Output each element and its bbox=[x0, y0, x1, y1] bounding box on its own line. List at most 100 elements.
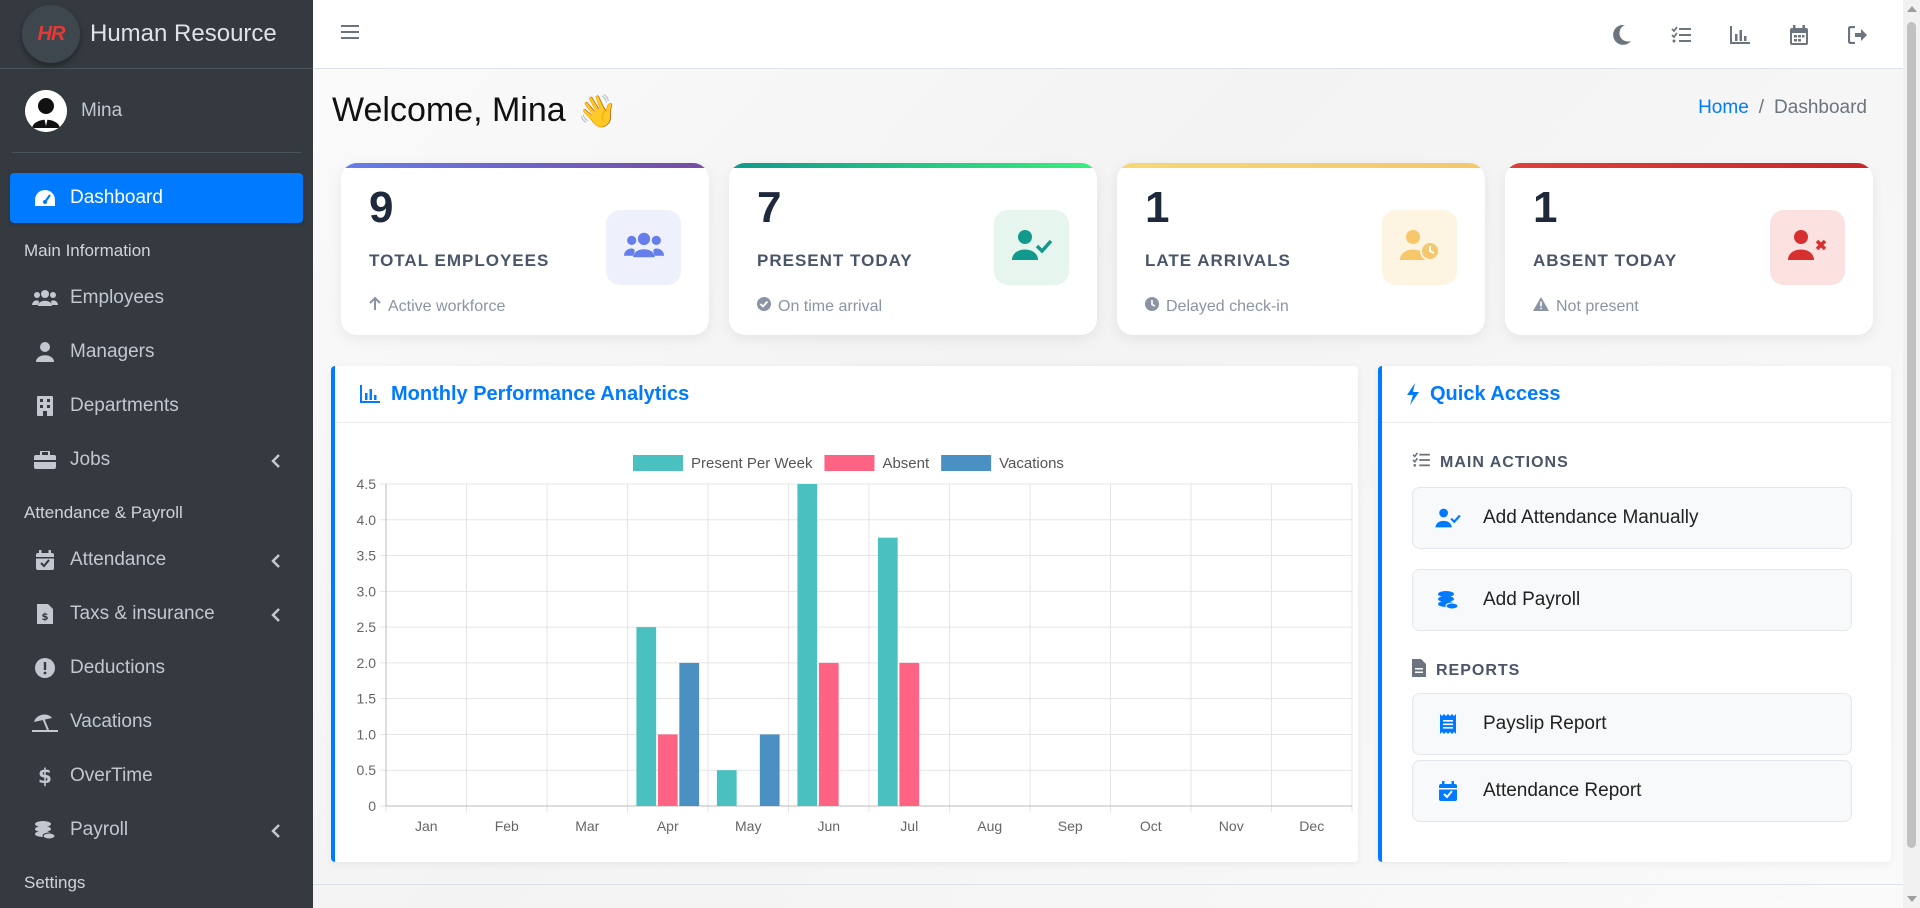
dashboard-icon bbox=[32, 185, 58, 211]
sidebar-item-label: Managers bbox=[70, 341, 155, 362]
stat-label: ABSENT TODAY bbox=[1533, 251, 1678, 270]
stat-subtext-label: Active workforce bbox=[388, 297, 506, 315]
scrollbar-thumb[interactable] bbox=[1907, 22, 1916, 848]
y-tick-label: 1.0 bbox=[357, 726, 377, 742]
add-attendance-button[interactable]: Add Attendance Manually bbox=[1412, 487, 1852, 549]
bar-present-per-week bbox=[716, 770, 737, 806]
svg-text:$: $ bbox=[38, 765, 52, 787]
stat-card-absent-today[interactable]: 1 ABSENT TODAY Not present bbox=[1505, 163, 1873, 335]
file-icon bbox=[1412, 659, 1426, 682]
exclamation-circle-icon bbox=[32, 655, 58, 681]
stat-card-total-employees[interactable]: 9 TOTAL EMPLOYEES Active workforce bbox=[341, 163, 709, 335]
sidebar-item-label: Dashboard bbox=[70, 187, 163, 208]
moon-icon[interactable] bbox=[1592, 20, 1651, 50]
coins-icon bbox=[1413, 590, 1483, 610]
umbrella-beach-icon bbox=[32, 709, 58, 735]
sidebar-item-employees[interactable]: Employees bbox=[10, 273, 303, 323]
topbar bbox=[313, 0, 1903, 69]
menu-toggle-icon[interactable] bbox=[341, 24, 359, 45]
scrollbar[interactable] bbox=[1903, 0, 1920, 908]
sidebar-item-managers[interactable]: Managers bbox=[10, 327, 303, 377]
chevron-left-icon bbox=[271, 552, 281, 574]
stat-card-present-today[interactable]: 7 PRESENT TODAY On time arrival bbox=[729, 163, 1097, 335]
stat-value: 9 bbox=[369, 183, 394, 232]
scroll-up-arrow-icon[interactable] bbox=[1907, 6, 1917, 12]
brand-name: Human Resource bbox=[90, 20, 277, 47]
tasks-icon bbox=[1412, 452, 1430, 473]
quick-access-title: Quick Access bbox=[1430, 382, 1561, 405]
y-tick-label: 4.5 bbox=[357, 476, 377, 492]
x-tick-label: Sep bbox=[1058, 818, 1083, 834]
sidebar-item-label: Payroll bbox=[70, 819, 129, 840]
nav-header-settings: Settings bbox=[24, 873, 86, 892]
chevron-left-icon bbox=[271, 606, 281, 628]
x-tick-label: Dec bbox=[1299, 818, 1324, 834]
bar-present-per-week bbox=[636, 627, 657, 806]
svg-text:$: $ bbox=[42, 612, 49, 623]
building-icon bbox=[32, 393, 58, 419]
y-tick-label: 0 bbox=[368, 798, 376, 814]
user-icon bbox=[32, 339, 58, 365]
y-tick-label: 4.0 bbox=[357, 512, 377, 528]
sidebar-item-label: Deductions bbox=[70, 657, 166, 678]
stat-icon-box bbox=[994, 210, 1069, 285]
legend-swatch bbox=[941, 455, 992, 471]
sidebar-item-deductions[interactable]: Deductions bbox=[10, 643, 303, 693]
sidebar-item-vacations[interactable]: Vacations bbox=[10, 697, 303, 747]
chart-bar-icon[interactable] bbox=[1710, 20, 1769, 50]
x-tick-label: Apr bbox=[657, 818, 679, 834]
tasks-icon[interactable] bbox=[1651, 20, 1710, 50]
brand-logo: HR bbox=[22, 5, 80, 63]
bar-vacations bbox=[679, 662, 700, 806]
y-tick-label: 1.5 bbox=[357, 691, 377, 707]
x-tick-label: Nov bbox=[1219, 818, 1244, 834]
check-circle-icon bbox=[757, 297, 771, 316]
sidebar-item-attendance[interactable]: Attendance bbox=[10, 535, 303, 585]
sidebar-item-jobs[interactable]: Jobs bbox=[10, 435, 303, 485]
payslip-report-button[interactable]: Payslip Report bbox=[1412, 693, 1852, 755]
users-icon bbox=[32, 285, 58, 311]
dollar-icon: $ bbox=[32, 763, 58, 789]
brand[interactable]: HR Human Resource bbox=[0, 0, 313, 69]
sidebar-item-dashboard[interactable]: Dashboard bbox=[10, 173, 303, 223]
sign-out-icon[interactable] bbox=[1828, 20, 1887, 50]
sidebar-item-overtime[interactable]: $ OverTime bbox=[10, 751, 303, 801]
warning-icon bbox=[1533, 297, 1549, 316]
x-tick-label: Mar bbox=[575, 818, 599, 834]
y-tick-label: 2.0 bbox=[357, 655, 377, 671]
sidebar-item-payroll[interactable]: Payroll bbox=[10, 805, 303, 855]
sidebar-item-label: Jobs bbox=[70, 449, 111, 470]
stat-subtext: Not present bbox=[1533, 297, 1639, 316]
sidebar-item-label: Vacations bbox=[70, 711, 153, 732]
chevron-left-icon bbox=[271, 822, 281, 844]
stat-subtext-label: Not present bbox=[1556, 297, 1639, 315]
nav-header-attendance: Attendance & Payroll bbox=[24, 503, 183, 522]
sidebar-item-departments[interactable]: Departments bbox=[10, 381, 303, 431]
user-panel[interactable]: Mina bbox=[12, 69, 301, 153]
legend-swatch bbox=[824, 455, 875, 471]
attendance-report-button[interactable]: Attendance Report bbox=[1412, 760, 1852, 822]
calendar-check-icon bbox=[1413, 781, 1483, 801]
calendar-icon[interactable] bbox=[1769, 20, 1828, 50]
topbar-icons bbox=[1592, 20, 1887, 50]
stat-value: 1 bbox=[1145, 183, 1170, 232]
analytics-title: Monthly Performance Analytics bbox=[391, 382, 690, 405]
add-payroll-button[interactable]: Add Payroll bbox=[1412, 569, 1852, 631]
stat-subtext-label: Delayed check-in bbox=[1166, 297, 1289, 315]
scroll-down-arrow-icon[interactable] bbox=[1907, 896, 1917, 902]
sidebar: HR Human Resource Mina Dashboard Main In… bbox=[0, 0, 313, 908]
x-tick-label: May bbox=[735, 818, 761, 834]
sidebar-item-taxes[interactable]: $ Taxs & insurance bbox=[10, 589, 303, 639]
stat-icon-box bbox=[1382, 210, 1457, 285]
button-label: Add Attendance Manually bbox=[1483, 507, 1699, 528]
welcome-text: Welcome, Mina bbox=[332, 91, 566, 129]
button-label: Attendance Report bbox=[1483, 780, 1642, 801]
footer-divider bbox=[313, 884, 1903, 885]
breadcrumb-home-link[interactable]: Home bbox=[1698, 97, 1749, 118]
file-invoice-dollar-icon: $ bbox=[32, 601, 58, 627]
legend-label: Absent bbox=[882, 455, 930, 472]
clock-icon bbox=[1145, 297, 1159, 316]
stat-label: LATE ARRIVALS bbox=[1145, 251, 1291, 270]
stat-card-late-arrivals[interactable]: 1 LATE ARRIVALS Delayed check-in bbox=[1117, 163, 1485, 335]
briefcase-icon bbox=[32, 447, 58, 473]
